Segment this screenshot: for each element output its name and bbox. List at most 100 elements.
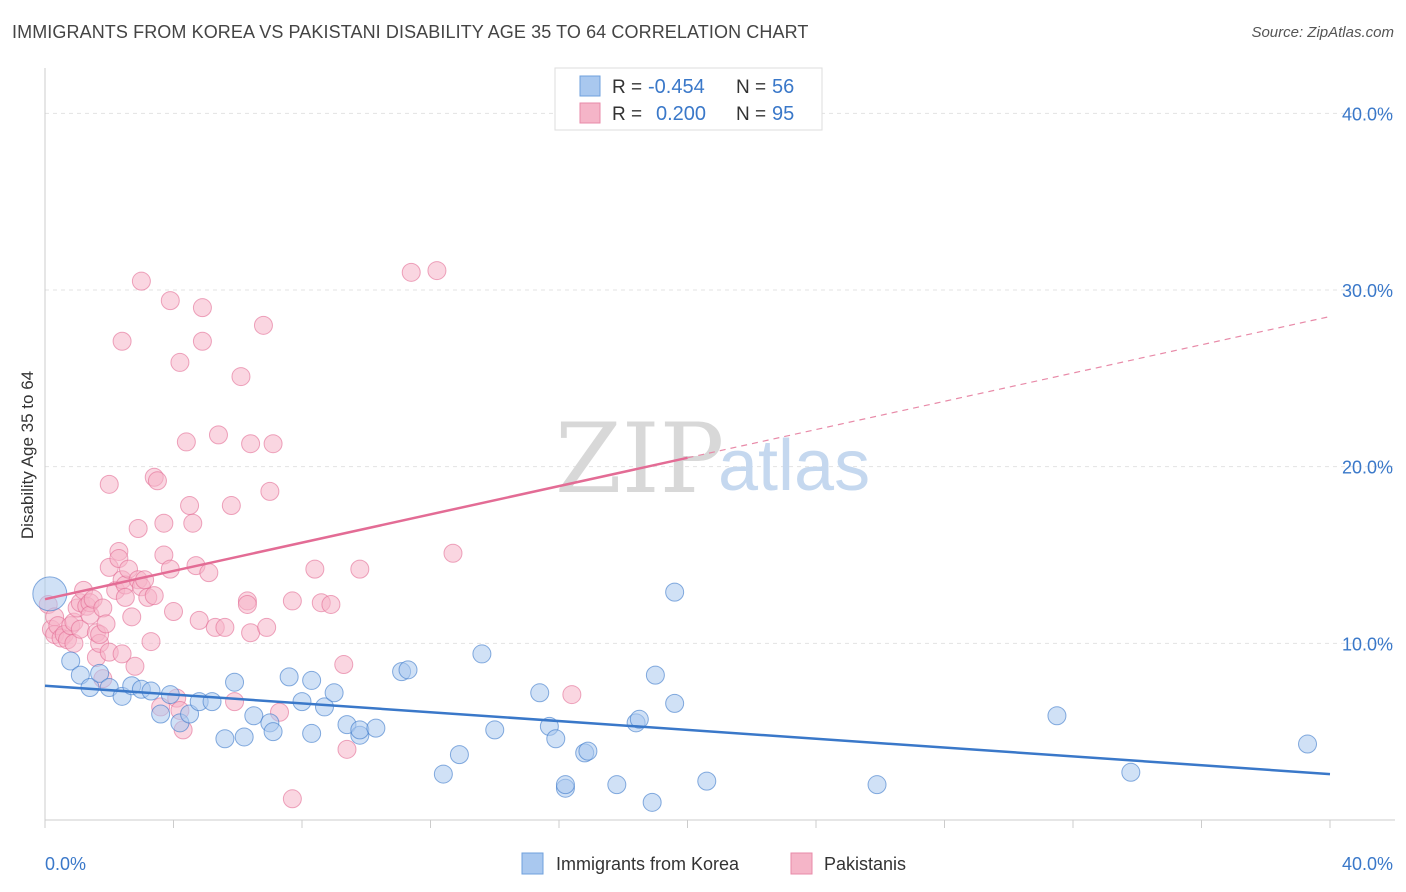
korea-point (202, 692, 222, 712)
pakistanis-point (282, 591, 302, 611)
bottom-legend-label-korea: Immigrants from Korea (556, 854, 740, 874)
pakistanis-point (427, 261, 447, 281)
korea-point (263, 722, 283, 742)
bottom-legend: Immigrants from Korea Pakistanis (521, 852, 906, 875)
korea-point (530, 683, 550, 703)
legend-n-label-pakistanis: N = (736, 104, 766, 125)
pakistanis-point (192, 298, 212, 318)
pakistanis-point (160, 291, 180, 311)
korea-point (225, 672, 245, 692)
pakistanis-point (231, 367, 251, 387)
korea-point (642, 792, 662, 812)
korea-point (151, 704, 171, 724)
pakistanis-point (215, 617, 235, 637)
korea-point (867, 775, 887, 795)
y-tick-label: 30.0% (1342, 281, 1393, 301)
legend: R = -0.454 N = 56 R = 0.200 N = 95 (554, 67, 823, 131)
y-axis-title: Disability Age 35 to 64 (18, 371, 37, 539)
korea-point (607, 775, 627, 795)
y-tick-label: 10.0% (1342, 634, 1393, 654)
axes (44, 68, 1395, 828)
korea-point (1121, 762, 1141, 782)
pakistanis-point (237, 594, 257, 614)
legend-swatch-korea (579, 75, 601, 97)
pakistanis-point (401, 262, 421, 282)
y-tick-label: 20.0% (1342, 458, 1393, 478)
pakistanis-point (253, 315, 273, 335)
pakistanis-point (192, 331, 212, 351)
pakistanis-point (131, 271, 151, 291)
korea-point (234, 727, 254, 747)
pakistanis-point (180, 496, 200, 516)
korea-point (90, 663, 110, 683)
korea-point (546, 729, 566, 749)
pakistanis-point (112, 331, 132, 351)
x-tick-label: 0.0% (45, 854, 86, 874)
korea-point (61, 651, 81, 671)
legend-n-value-pakistanis: 95 (772, 103, 794, 125)
korea-point (433, 764, 453, 784)
pakistanis-point (112, 644, 132, 664)
pakistanis-point (225, 692, 245, 712)
korea-point (141, 681, 161, 701)
bottom-legend-swatch-pakistanis (790, 852, 813, 875)
korea-point (629, 709, 649, 729)
korea-point (32, 576, 68, 612)
legend-n-label-korea: N = (736, 77, 766, 98)
korea-point (292, 692, 312, 712)
trendlines (44, 315, 1331, 776)
pakistanis-point (189, 610, 209, 630)
korea-point (555, 775, 575, 795)
korea-point (324, 683, 344, 703)
korea-point (1047, 706, 1067, 726)
pakistanis-point (170, 352, 190, 372)
legend-r-label-korea: R = (612, 77, 642, 98)
korea-point (578, 741, 598, 761)
korea-point (1298, 734, 1318, 754)
pakistanis-point (334, 655, 354, 675)
pakistanis-point (144, 586, 164, 606)
watermark-atlas: atlas (718, 426, 870, 506)
pakistanis-point (183, 513, 203, 533)
pakistanis-trendline (44, 456, 688, 601)
source-label: Source: ZipAtlas.com (1251, 24, 1394, 41)
korea-point (485, 720, 505, 740)
pakistanis-point (125, 656, 145, 676)
pakistanis-points (38, 261, 582, 809)
pakistanis-point (164, 602, 183, 622)
pakistanis-point (99, 474, 119, 494)
korea-point (665, 582, 685, 602)
korea-point (645, 665, 665, 685)
x-tick-label: 40.0% (1342, 854, 1393, 874)
bottom-legend-swatch-korea (521, 852, 544, 875)
pakistanis-point (199, 563, 219, 583)
bottom-legend-label-pakistanis: Pakistanis (824, 854, 906, 874)
korea-point (697, 771, 717, 791)
pakistanis-point (260, 481, 280, 501)
watermark: ZIP atlas (555, 403, 870, 515)
pakistanis-point (96, 614, 116, 634)
pakistanis-point (562, 685, 582, 705)
pakistanis-point (208, 425, 228, 445)
chart-title: IMMIGRANTS FROM KOREA VS PAKISTANI DISAB… (12, 22, 809, 42)
tick-labels: 10.0% 20.0% 30.0% 40.0% 0.0% 40.0% (45, 104, 1393, 874)
korea-point (472, 644, 492, 664)
legend-r-label-pakistanis: R = (612, 104, 642, 125)
pakistanis-point (321, 594, 341, 614)
korea-point (302, 723, 322, 743)
korea-point (314, 697, 334, 717)
pakistanis-point (147, 471, 167, 491)
korea-point (302, 670, 322, 690)
pakistanis-point (176, 432, 196, 452)
pakistanis-point (282, 789, 302, 809)
pakistanis-point (263, 434, 283, 454)
pakistanis-point (115, 587, 135, 607)
korea-point (665, 693, 685, 713)
korea-points (32, 576, 1318, 812)
pakistanis-point (122, 607, 142, 627)
pakistanis-point (128, 519, 148, 538)
pakistanis-point (305, 559, 325, 579)
pakistanis-point (443, 543, 463, 563)
pakistanis-point (257, 617, 277, 637)
